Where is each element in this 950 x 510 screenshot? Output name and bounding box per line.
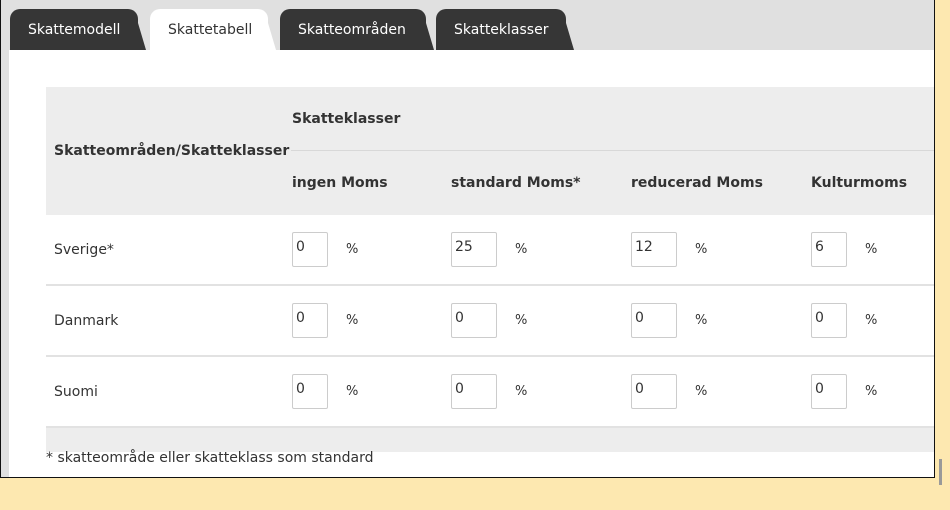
rate-cell: 0% [450,285,630,357]
corner-header: Skatteområden/Skatteklasser [46,87,291,215]
percent-unit: % [695,313,708,328]
row-name: Suomi [46,356,291,428]
percent-unit: % [695,384,708,399]
rate-cell: 25% [450,215,630,286]
table-footer [46,427,934,452]
percent-unit: % [515,384,528,399]
column-header: ingen Moms [291,150,450,215]
percent-unit: % [346,384,359,399]
rate-cell: 0% [291,356,450,428]
rate-cell: 0% [291,285,450,357]
table-row: Suomi 0% 0% 0% 0% [46,356,934,428]
rate-cell: 6% [810,215,934,286]
rate-cell: 0% [450,356,630,428]
tab-skatteomraden[interactable]: Skatteområden [280,9,434,50]
scrollbar[interactable] [939,459,942,485]
rate-cell: 0% [630,285,810,357]
column-header: reducerad Moms [630,150,810,215]
tab-skatteklasser[interactable]: Skatteklasser [436,9,574,50]
percent-unit: % [346,242,359,257]
rate-input[interactable]: 12 [631,232,677,267]
percent-unit: % [865,384,878,399]
rate-input[interactable]: 0 [292,374,328,409]
row-name: Danmark [46,285,291,357]
group-header: Skatteklasser [291,87,934,151]
rate-input[interactable]: 0 [811,374,847,409]
rate-cell: 0% [630,356,810,428]
content-panel: Skatteområden/Skatteklasser Skatteklasse… [9,50,934,477]
rate-input[interactable]: 0 [451,374,497,409]
column-header: Kulturmoms [810,150,934,215]
percent-unit: % [346,313,359,328]
tab-skattetabell[interactable]: Skattetabell [150,9,276,50]
rate-input[interactable]: 0 [451,303,497,338]
percent-unit: % [515,242,528,257]
rate-cell: 12% [630,215,810,286]
row-name: Sverige* [46,215,291,286]
rate-input[interactable]: 25 [451,232,497,267]
percent-unit: % [865,242,878,257]
tax-table: Skatteområden/Skatteklasser Skatteklasse… [46,87,934,452]
rate-input[interactable]: 0 [292,232,328,267]
percent-unit: % [865,313,878,328]
footnote: * skatteområde eller skatteklass som sta… [46,450,374,466]
table-row: Danmark 0% 0% 0% 0% [46,285,934,357]
percent-unit: % [695,242,708,257]
window-frame: Skattemodell Skattetabell Skatteområden … [0,0,935,478]
percent-unit: % [515,313,528,328]
rate-cell: 0% [810,285,934,357]
rate-cell: 0% [291,215,450,286]
table-row: Sverige* 0% 25% 12% 6% [46,215,934,286]
rate-input[interactable]: 0 [631,303,677,338]
rate-input[interactable]: 0 [631,374,677,409]
rate-input[interactable]: 0 [811,303,847,338]
rate-cell: 0% [810,356,934,428]
rate-input[interactable]: 6 [811,232,847,267]
tab-skattemodell[interactable]: Skattemodell [10,9,146,50]
rate-input[interactable]: 0 [292,303,328,338]
column-header: standard Moms* [450,150,630,215]
